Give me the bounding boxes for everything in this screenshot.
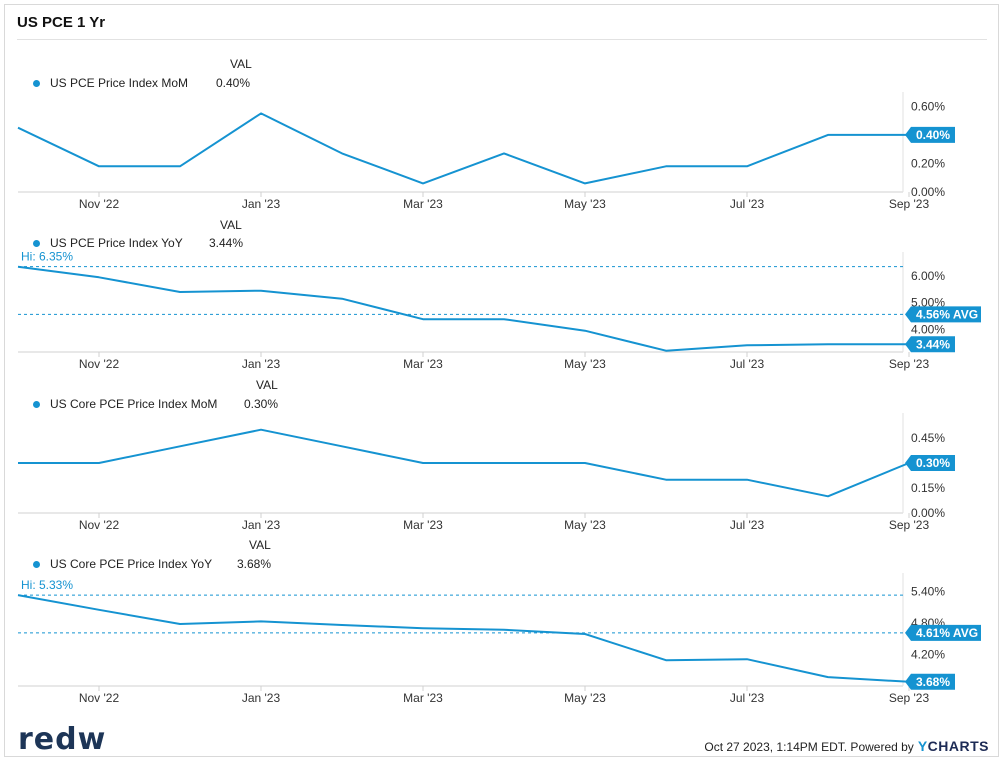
legend-series-name: US Core PCE Price Index YoY xyxy=(50,557,213,571)
x-tick-label: May '23 xyxy=(564,357,606,371)
y-tick-label: 5.40% xyxy=(911,584,945,598)
chart-frame xyxy=(4,4,999,757)
average-value-tag-text: 4.61% AVG xyxy=(916,626,978,640)
legend-series-name: US PCE Price Index YoY xyxy=(50,236,183,250)
legend-series-name: US PCE Price Index MoM xyxy=(50,76,189,90)
x-tick-label: Mar '23 xyxy=(403,691,443,705)
legend-value: 0.40% xyxy=(216,76,251,90)
x-tick-label: Jan '23 xyxy=(242,518,281,532)
x-tick-label: Nov '22 xyxy=(79,357,120,371)
x-tick-label: Sep '23 xyxy=(889,357,930,371)
x-tick-label: Jul '23 xyxy=(730,518,765,532)
latest-value-tag-text: 3.68% xyxy=(916,675,950,689)
x-tick-label: Jul '23 xyxy=(730,691,765,705)
latest-value-tag: 3.44% xyxy=(905,336,955,353)
latest-value-tag-shape xyxy=(905,673,955,690)
average-value-tag-shape xyxy=(905,624,981,641)
high-label: Hi: 5.33% xyxy=(21,578,73,592)
latest-value-tag: 3.68% xyxy=(905,673,955,690)
y-tick-label: 4.00% xyxy=(911,322,945,336)
legend-item: US Core PCE Price Index YoY xyxy=(33,557,212,571)
x-tick-label: May '23 xyxy=(564,518,606,532)
y-tick-label: 0.20% xyxy=(911,156,945,170)
x-tick-label: Jul '23 xyxy=(730,197,765,211)
legend-header: VAL xyxy=(220,218,242,232)
series-dot-icon xyxy=(33,560,40,568)
latest-value-tag-text: 3.44% xyxy=(916,337,950,351)
x-tick-label: Jan '23 xyxy=(242,197,281,211)
series-dot-icon xyxy=(33,400,40,408)
latest-value-tag: 0.30% xyxy=(905,455,955,471)
series-line xyxy=(18,428,910,498)
ycharts-logo: YCHARTS xyxy=(917,738,989,754)
x-tick-label: Sep '23 xyxy=(889,691,930,705)
average-value-tag: 4.61% AVG xyxy=(905,624,981,641)
legend-value: 3.44% xyxy=(209,236,244,250)
y-tick-label: 0.00% xyxy=(911,506,945,520)
x-tick-label: Jan '23 xyxy=(242,357,281,371)
x-tick-label: Sep '23 xyxy=(889,518,930,532)
series-line xyxy=(17,265,909,352)
y-tick-label: 6.00% xyxy=(911,269,945,283)
legend-header: VAL xyxy=(256,378,278,392)
footer-timestamp: Oct 27 2023, 1:14PM EDT. Powered by xyxy=(704,740,914,754)
latest-value-tag-text: 0.30% xyxy=(916,456,950,470)
legend-item: US PCE Price Index YoY xyxy=(33,236,183,250)
y-tick-label: 0.45% xyxy=(911,431,945,445)
redw-logo: redw xyxy=(18,722,107,757)
legend-series-name: US Core PCE Price Index MoM xyxy=(50,397,218,411)
series-line xyxy=(17,594,910,683)
legend-value: 3.68% xyxy=(237,557,272,571)
latest-value-tag-shape xyxy=(905,126,955,143)
series-dot-icon xyxy=(33,239,40,247)
legend-value: 0.30% xyxy=(244,397,279,411)
x-tick-label: Mar '23 xyxy=(403,357,443,371)
legend-item: US PCE Price Index MoM xyxy=(33,76,188,90)
series-line xyxy=(17,112,909,185)
x-tick-label: Nov '22 xyxy=(79,691,120,705)
x-tick-label: Mar '23 xyxy=(403,197,443,211)
y-tick-label: 0.00% xyxy=(911,185,945,199)
average-value-tag-shape xyxy=(905,306,981,323)
y-tick-label: 5.00% xyxy=(911,296,945,310)
latest-value-tag: 0.40% xyxy=(905,126,955,143)
high-label: Hi: 6.35% xyxy=(21,250,73,264)
page-title: US PCE 1 Yr xyxy=(17,14,106,31)
series-dot-icon xyxy=(33,79,40,87)
x-tick-label: Nov '22 xyxy=(79,197,120,211)
x-tick-label: Nov '22 xyxy=(79,518,120,532)
legend-item: US Core PCE Price Index MoM xyxy=(33,397,217,411)
legend-header: VAL xyxy=(249,538,271,552)
y-tick-label: 0.60% xyxy=(911,99,945,113)
y-tick-label: 0.15% xyxy=(911,481,945,495)
x-tick-label: May '23 xyxy=(564,197,606,211)
x-tick-label: Jan '23 xyxy=(242,691,281,705)
legend-header: VAL xyxy=(230,57,252,71)
x-tick-label: Mar '23 xyxy=(403,518,443,532)
x-tick-label: May '23 xyxy=(564,691,606,705)
latest-value-tag-shape xyxy=(905,455,955,471)
latest-value-tag-shape xyxy=(905,336,955,353)
footer: Oct 27 2023, 1:14PM EDT. Powered by YCHA… xyxy=(704,738,989,754)
y-tick-label: 4.20% xyxy=(911,647,945,661)
average-value-tag: 4.56% AVG xyxy=(905,306,981,323)
average-value-tag-text: 4.56% AVG xyxy=(916,307,978,321)
latest-value-tag-text: 0.40% xyxy=(916,128,950,142)
title-divider xyxy=(17,39,987,40)
x-tick-label: Jul '23 xyxy=(730,357,765,371)
x-tick-label: Sep '23 xyxy=(889,197,930,211)
